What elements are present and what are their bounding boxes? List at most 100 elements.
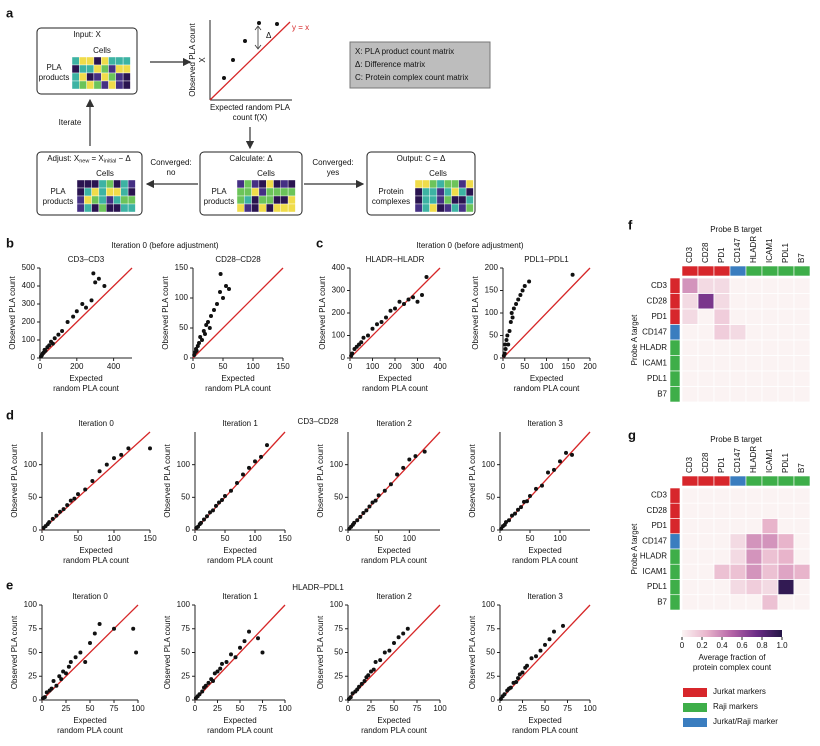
point <box>405 626 410 631</box>
y-tick-label: 100 <box>22 335 36 344</box>
matrix-cell <box>93 80 102 90</box>
y-tick-label: 100 <box>24 600 38 609</box>
column-group <box>681 265 699 277</box>
identity-line <box>39 267 133 359</box>
matrix-cell <box>258 203 267 213</box>
x-tick-label: 100 <box>246 362 260 371</box>
matrix-cell <box>71 56 80 66</box>
point <box>357 684 362 689</box>
column-label: HLADR <box>749 236 758 263</box>
point <box>378 658 383 663</box>
x-tick-label: 300 <box>411 362 425 371</box>
point <box>206 320 210 324</box>
heatmap-cell <box>681 579 699 596</box>
matrix-cell <box>113 187 122 197</box>
y-tick-label: 100 <box>24 460 38 469</box>
heatmap-title: Probe B target <box>710 435 762 444</box>
point <box>58 509 62 514</box>
row-group <box>669 293 681 310</box>
matrix-cell <box>86 80 95 90</box>
x-tick-label: 75 <box>258 704 267 713</box>
point <box>422 449 427 454</box>
y-tick-label: 100 <box>175 293 189 302</box>
point <box>72 496 77 501</box>
column-group <box>729 475 747 487</box>
column-group <box>793 475 811 487</box>
title-sub: new <box>79 159 89 165</box>
point <box>92 631 97 636</box>
matrix-cell <box>287 195 296 205</box>
matrix-cell <box>113 179 122 189</box>
point <box>194 348 199 353</box>
matrix-cell <box>414 195 423 205</box>
point <box>61 669 66 674</box>
matrix-cell <box>98 187 107 197</box>
heatmap-cell <box>777 518 795 535</box>
box-title: Input: X <box>73 30 101 39</box>
point <box>241 472 245 477</box>
point <box>513 511 517 516</box>
point <box>256 636 260 641</box>
matrix-cell <box>258 187 267 197</box>
column-group <box>697 265 715 277</box>
x-tick-label: 0 <box>193 704 198 713</box>
y-tick-label: 50 <box>181 492 190 501</box>
x-label: random PLA count <box>57 726 124 735</box>
heatmap-cell <box>729 518 747 535</box>
x-label: random PLA count <box>207 556 274 565</box>
y-tick-label: 150 <box>485 286 499 295</box>
heatmap-cell <box>761 533 779 550</box>
matrix-cell <box>79 64 87 74</box>
heatmap-cell <box>713 339 731 356</box>
heatmap-cell <box>793 308 811 325</box>
matrix-cell <box>414 179 423 189</box>
heatmap-cell <box>745 277 763 294</box>
matrix-cell <box>93 64 102 74</box>
x-tick-label: 0 <box>348 362 353 371</box>
matrix-cell <box>422 203 430 213</box>
row-label: PD1 <box>651 521 667 530</box>
matrix-cell <box>108 72 117 82</box>
point <box>233 655 238 660</box>
matrix-cell <box>84 203 92 213</box>
heatmap-cell <box>777 594 795 611</box>
heatmap-cell <box>729 487 747 504</box>
matrix-cell <box>273 203 282 213</box>
point <box>199 520 203 525</box>
matrix-cell <box>422 179 430 189</box>
heatmap-cell <box>729 277 747 294</box>
y-label: Observed PLA count <box>10 444 19 518</box>
x-tick-label: 25 <box>518 704 527 713</box>
matrix-cell <box>108 80 117 90</box>
point <box>195 344 200 348</box>
x-label: random PLA count <box>362 384 429 393</box>
point <box>355 518 360 523</box>
heatmap-cell <box>777 502 795 519</box>
column-label: CD28 <box>701 452 710 473</box>
column-label: CD3 <box>685 456 694 473</box>
column-group <box>681 475 699 487</box>
point <box>218 666 223 671</box>
matrix <box>414 179 474 213</box>
colorbar-label: Average fraction of <box>698 653 766 662</box>
colorbar-label: protein complex count <box>693 663 772 672</box>
point <box>253 459 257 464</box>
heatmap-cell <box>745 563 763 580</box>
column-group <box>793 265 811 277</box>
point <box>362 679 367 683</box>
row-group <box>669 386 681 403</box>
matrix-cell <box>76 179 85 189</box>
point <box>54 683 59 688</box>
column-label: CD147 <box>733 448 742 473</box>
identity-line <box>502 267 591 359</box>
panel-label: e <box>6 577 13 592</box>
plot-title: HLADR–HLADR <box>366 255 425 264</box>
x-label: random PLA count <box>53 384 120 393</box>
point <box>519 505 523 510</box>
column-label: CD147 <box>733 238 742 263</box>
identity-line <box>41 604 139 701</box>
point <box>73 655 78 660</box>
point <box>506 342 511 347</box>
point <box>525 663 529 668</box>
column-group <box>777 265 795 277</box>
